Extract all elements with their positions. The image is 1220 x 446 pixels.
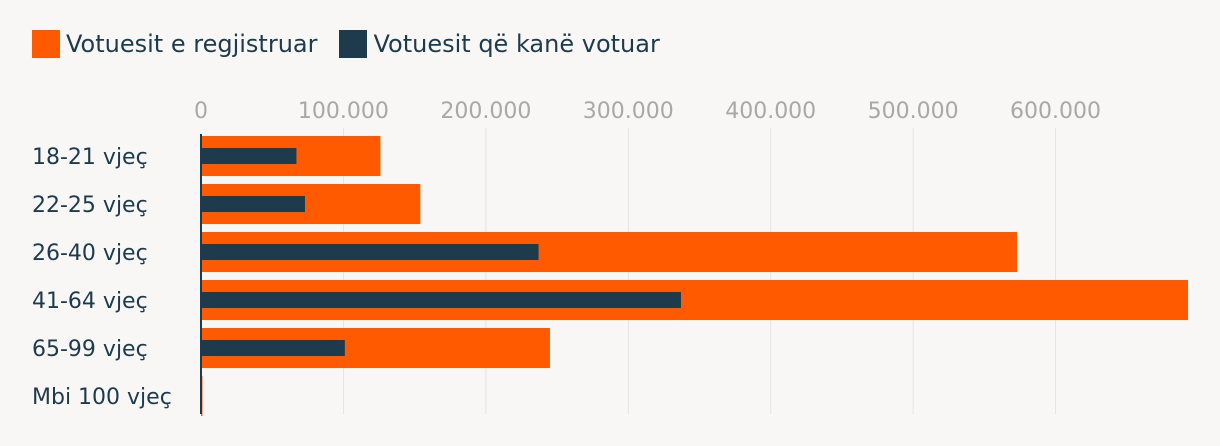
legend: Votuesit e regjistruar Votuesit që kanë … [32, 30, 682, 58]
legend-swatch-voted [339, 30, 368, 58]
legend-label-registered: Votuesit e regjistruar [66, 30, 318, 58]
bar-voted-4 [201, 340, 345, 356]
legend-swatch-registered [32, 30, 60, 58]
x-tick-label-0: 0 [194, 99, 208, 124]
category-label-1: 22-25 vjeç [32, 193, 148, 218]
legend-item-voted: Votuesit që kanë votuar [339, 30, 660, 58]
legend-item-registered: Votuesit e regjistruar [32, 30, 317, 58]
bar-voted-2 [201, 244, 539, 260]
category-label-3: 41-64 vjeç [32, 289, 148, 314]
bar-voted-1 [201, 196, 305, 212]
bar-voted-0 [201, 148, 297, 164]
x-tick-label-1: 100.000 [298, 99, 389, 124]
x-tick-label-5: 500.000 [868, 99, 959, 124]
bar-voted-3 [201, 292, 681, 308]
category-label-2: 26-40 vjeç [32, 241, 148, 266]
category-label-4: 65-99 vjeç [32, 337, 148, 362]
x-tick-label-4: 400.000 [725, 99, 816, 124]
x-tick-label-6: 600.000 [1010, 99, 1101, 124]
category-label-5: Mbi 100 vjeç [32, 385, 172, 410]
legend-label-voted: Votuesit që kanë votuar [373, 30, 660, 58]
x-tick-label-3: 300.000 [583, 99, 674, 124]
x-tick-label-2: 200.000 [440, 99, 531, 124]
category-label-0: 18-21 vjeç [32, 145, 148, 170]
